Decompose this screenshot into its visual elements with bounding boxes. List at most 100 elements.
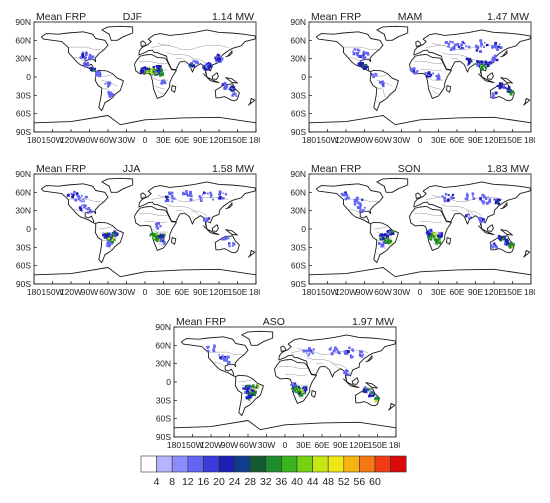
fire-pixel: [213, 344, 216, 347]
lon-tick-label: 150E: [228, 135, 248, 145]
coastline-indonesia: [203, 73, 220, 83]
fire-pixels: [352, 39, 515, 99]
lon-tick-label: 30W: [118, 135, 135, 145]
fire-pixel: [168, 191, 171, 194]
fire-pixel: [465, 45, 468, 48]
lon-tick-label: 180: [389, 440, 400, 450]
fire-pixel: [221, 355, 224, 358]
fire-pixel: [111, 241, 114, 244]
fire-pixel: [245, 385, 248, 388]
fire-pixel: [216, 55, 219, 59]
fire-pixel: [440, 233, 442, 235]
fire-pixel: [479, 50, 482, 53]
fire-pixel: [310, 350, 313, 354]
fire-pixel: [453, 43, 456, 46]
fire-pixel: [107, 238, 110, 241]
fire-pixel: [304, 390, 307, 393]
fire-pixel: [293, 388, 296, 391]
colorbar-label: 60: [369, 476, 381, 488]
fire-pixel: [171, 198, 173, 200]
fire-pixel: [363, 206, 366, 209]
fire-pixel: [353, 201, 356, 204]
fire-pixel: [464, 198, 467, 200]
country-border: [191, 210, 200, 216]
lat-tick-label: 90N: [15, 17, 31, 27]
fire-pixel: [116, 232, 119, 235]
fire-pixel: [468, 46, 471, 48]
fire-pixel: [389, 232, 391, 234]
fire-pixel: [82, 206, 85, 209]
fire-pixel: [218, 190, 222, 194]
panel-title-left: Mean FRP: [36, 163, 86, 175]
fire-pixel: [224, 86, 228, 90]
fire-pixel: [103, 236, 106, 239]
lon-tick-label: 180: [302, 135, 316, 145]
fire-pixel: [478, 62, 481, 65]
lon-tick-label: 120W: [335, 135, 357, 145]
fire-pixel: [224, 237, 227, 240]
map-panel-mam: 90N 60N 30N 0 30S 60S 90S 180 150W 120W 90W 60W 30W 0…: [285, 10, 535, 158]
fire-pixel: [340, 192, 343, 195]
fire-pixel: [157, 221, 160, 225]
fire-pixel: [294, 386, 297, 388]
lon-tick-label: 60W: [99, 135, 116, 145]
fire-pixel: [113, 238, 116, 241]
coastline-greenland: [101, 177, 134, 193]
lon-tick-label: 150W: [316, 287, 338, 297]
fire-pixel: [147, 67, 150, 70]
fire-pixel: [496, 58, 499, 62]
fire-pixel: [255, 386, 258, 389]
fire-pixel: [435, 75, 438, 78]
fire-pixel: [312, 348, 315, 351]
fire-pixel: [104, 83, 106, 85]
fire-pixel: [466, 193, 469, 196]
coastline-africa: [134, 205, 177, 251]
lat-tick-label: 30N: [15, 206, 31, 216]
lon-tick-label: 90E: [468, 135, 483, 145]
fire-pixel: [359, 64, 362, 67]
fire-pixel: [88, 53, 92, 57]
lon-tick-label: 0: [143, 287, 148, 297]
fire-pixel: [207, 63, 210, 66]
lon-tick-label: 30E: [156, 135, 171, 145]
fire-pixel: [80, 209, 82, 211]
fire-pixel: [105, 234, 109, 238]
fire-pixel: [379, 237, 381, 240]
country-border: [297, 348, 369, 355]
fire-pixel: [359, 210, 362, 213]
fire-pixel: [362, 389, 366, 392]
country-border: [98, 74, 113, 78]
fire-pixel: [203, 65, 205, 68]
colorbar-legend: 4 8 12 16 20 24 28 32 36 40 44 48 52 56 60: [138, 452, 410, 498]
fire-pixel: [497, 202, 501, 206]
coastline-indonesia: [203, 225, 220, 235]
fire-pixels: [340, 191, 515, 249]
fire-pixel: [483, 194, 485, 197]
fire-pixel: [390, 241, 393, 244]
lat-tick-label: 60N: [15, 35, 31, 45]
fire-pixel: [80, 200, 83, 203]
fire-pixel: [231, 245, 234, 247]
panel-mean-value: 1.14 MW: [212, 11, 254, 23]
fire-pixel: [479, 39, 483, 43]
fire-pixel: [391, 232, 395, 235]
fire-pixel: [471, 60, 473, 62]
fire-pixel: [481, 64, 484, 67]
fire-pixel: [162, 235, 165, 238]
lon-tick-label: 180: [302, 287, 316, 297]
fire-pixel: [90, 56, 93, 59]
fire-pixel: [349, 354, 352, 356]
fire-pixel: [223, 81, 227, 85]
lon-tick-label: 30E: [296, 440, 311, 450]
fire-pixel: [80, 195, 83, 197]
fire-pixel: [221, 83, 224, 86]
fire-pixel: [208, 65, 212, 68]
fire-pixel: [252, 391, 255, 395]
fire-pixel: [457, 46, 460, 49]
country-border: [450, 58, 461, 62]
fire-pixel: [496, 48, 499, 51]
country-border: [344, 198, 379, 202]
country-border: [157, 242, 164, 246]
fire-pixel: [438, 238, 441, 241]
fire-pixel: [159, 73, 162, 76]
